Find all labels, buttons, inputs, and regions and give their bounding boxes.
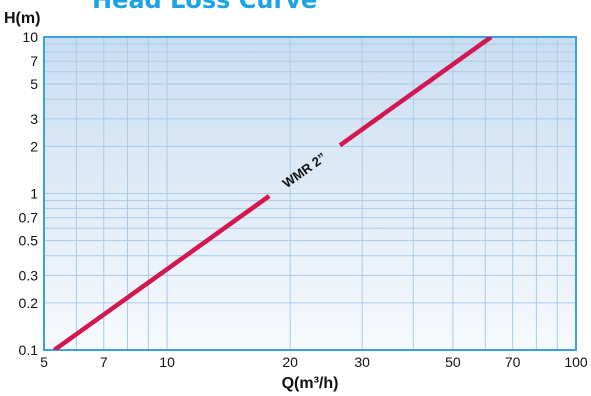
x-tick-label: 5	[40, 354, 48, 370]
y-tick-label: 5	[30, 76, 38, 92]
y-tick-label: 0.1	[19, 342, 39, 358]
chart-title: Head Loss Curve	[92, 0, 318, 14]
x-tick-label: 30	[354, 354, 370, 370]
x-tick-label: 100	[564, 354, 588, 370]
y-tick-labels: 0.1 0.2 0.3 0.5 0.7 1 2 3 5 7 10	[19, 29, 39, 358]
x-tick-label: 10	[159, 354, 175, 370]
y-tick-label: 7	[30, 53, 38, 69]
y-tick-label: 3	[30, 111, 38, 127]
x-tick-label: 20	[282, 354, 298, 370]
y-tick-label: 10	[22, 29, 38, 45]
gridlines	[44, 37, 576, 350]
y-axis-label: H(m)	[4, 10, 40, 27]
y-tick-label: 2	[30, 138, 38, 154]
x-axis-label: Q(m³/h)	[282, 375, 339, 392]
curve-segment	[338, 37, 493, 148]
curve-segment	[53, 194, 271, 350]
x-tick-label: 7	[100, 354, 108, 370]
plot-border	[43, 36, 577, 351]
x-tick-label: 50	[445, 354, 461, 370]
y-tick-label: 0.7	[19, 210, 39, 226]
y-tick-label: 0.3	[19, 267, 39, 283]
x-tick-label: 70	[505, 354, 521, 370]
y-tick-label: 1	[30, 186, 38, 202]
y-tick-label: 0.2	[19, 295, 39, 311]
x-tick-labels: 5 7 10 20 30 50 70 100	[40, 354, 588, 370]
y-tick-label: 0.5	[19, 233, 39, 249]
